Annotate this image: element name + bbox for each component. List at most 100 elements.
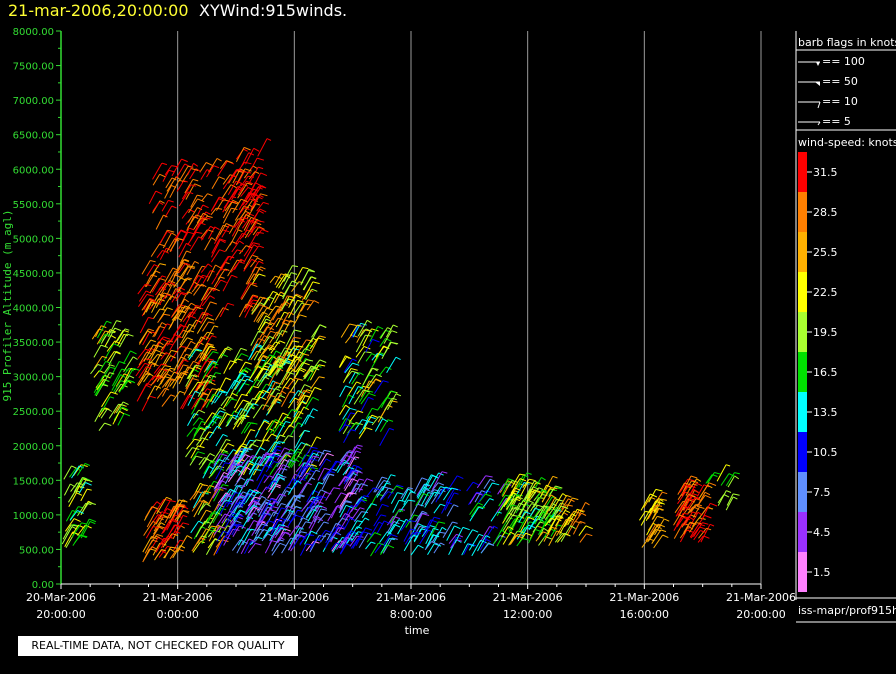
wind-barb-flag [116,320,122,323]
wind-barb-flag [266,307,273,311]
wind-barb-flag [257,196,263,200]
wind-barb-flag [219,239,226,244]
wind-barb [244,541,252,554]
wind-barb [264,540,273,554]
wind-barb [382,474,392,491]
wind-barb [220,488,231,502]
wind-barb-flag [365,527,373,531]
wind-barb-flag [105,361,112,364]
wind-barb [246,299,254,310]
wind-barb-flag [259,528,265,532]
wind-barb-flag [296,534,302,538]
wind-barb-flag [497,511,502,514]
wind-barb [556,519,567,536]
wind-barb-flag [408,499,416,502]
wind-barb [64,531,74,547]
wind-barb [200,226,211,241]
wind-barb-flag [97,364,103,367]
wind-barb-flag [163,336,171,340]
wind-barb [272,355,280,365]
wind-barb [164,165,172,176]
wind-barb [244,500,254,514]
wind-barb-flag [311,464,317,467]
wind-barb-flag [318,482,323,485]
wind-barb [181,266,189,279]
wind-barb-flag [221,507,227,511]
wind-barb [161,200,169,212]
wind-barb [237,182,248,199]
wind-barb-flag [279,524,286,527]
wind-barb-flag [151,506,159,510]
wind-barb-flag [360,483,368,487]
wind-barb [187,413,195,427]
wind-barb [161,295,172,311]
wind-barb [200,229,208,239]
wind-barb [293,302,303,315]
wind-barb-flag [186,250,192,254]
barb-pennant [815,82,820,86]
wind-barb [156,497,167,515]
wind-barb [301,458,311,473]
wind-barb-flag [557,514,564,518]
wind-barb [698,527,707,539]
wind-barb-flag [160,522,166,526]
wind-barb-flag [280,395,286,399]
wind-barb [300,507,309,521]
wind-barb-flag [105,333,111,337]
wind-barb-flag [421,512,427,515]
wind-barb [201,346,211,362]
wind-barb-flag [104,407,110,410]
y-tick-label: 8000.00 [13,27,54,38]
wind-barb [80,488,88,502]
wind-barb-flag [382,380,389,383]
wind-barb [288,294,296,308]
wind-barb-flag [146,293,154,297]
wind-barb-flag [240,198,248,203]
wind-barb-flag [291,280,299,285]
wind-barb-flag [336,531,342,536]
wind-barb-flag [189,323,195,327]
wind-barb [69,506,79,520]
wind-barb [166,238,176,253]
wind-barb [137,294,148,307]
wind-barb-flag [190,184,197,187]
wind-barb [218,348,226,359]
wind-barb-flag [254,171,260,174]
wind-barb [479,493,486,502]
wind-barb [338,404,347,416]
wind-barb-flag [199,382,205,386]
wind-barb [213,276,221,288]
wind-barb [208,158,218,173]
wind-barb-flag [275,275,283,280]
wind-barb [250,157,258,170]
wind-barb-flag [272,452,280,455]
wind-barb [404,532,414,545]
wind-barb [141,260,151,275]
wind-barb [157,323,168,341]
wind-barb-flag [301,400,307,404]
wind-barb [265,433,273,442]
wind-barb [348,469,356,480]
wind-barb [683,493,694,512]
wind-barb [428,472,440,489]
wind-barb-flag [363,345,371,350]
wind-barb-flag [728,473,735,477]
wind-barb [253,348,262,361]
wind-barb [683,522,691,535]
wind-barb [687,512,699,530]
wind-barb-flag [734,472,740,475]
wind-barb [392,500,400,513]
wind-barb [275,421,287,440]
wind-barb [288,358,298,372]
wind-barb-flag [224,462,231,465]
wind-barb-flag [304,395,311,398]
wind-barb-flag [351,478,359,482]
wind-barb-flag [692,483,698,486]
wind-barb-flag [85,502,92,506]
wind-barb-flag [690,514,697,518]
wind-barb-flag [215,372,222,375]
wind-barb-flag [150,260,156,263]
wind-barb [169,238,178,253]
wind-barb-flag [206,458,214,463]
wind-barb [307,505,318,522]
